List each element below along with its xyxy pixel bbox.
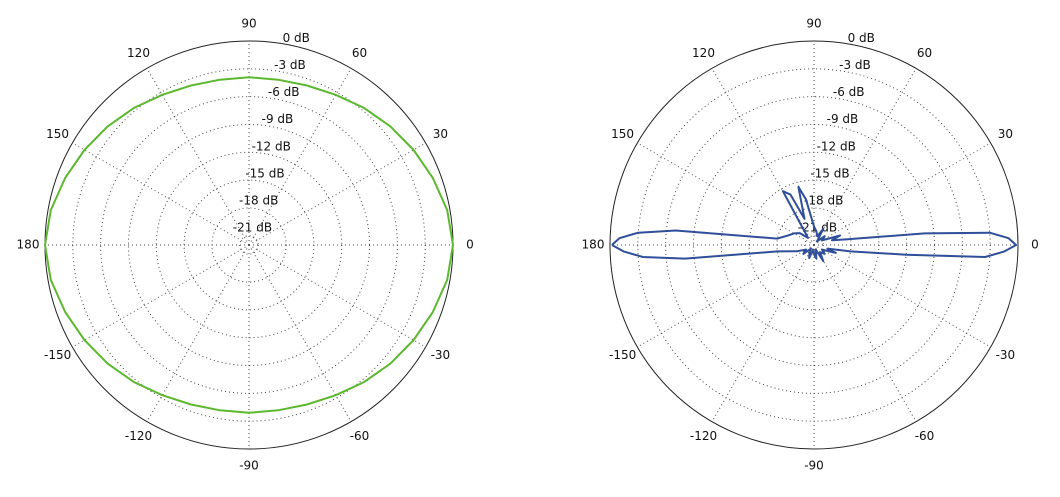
angle-tick-label: -120 (125, 429, 152, 443)
angle-tick-label: -60 (350, 429, 370, 443)
radial-grid-ring (748, 179, 880, 311)
radial-tick-label: -12 dB (817, 139, 856, 153)
angle-grid-line (72, 142, 250, 246)
radial-tick-label: -6 dB (268, 85, 300, 99)
angle-tick-label: 30 (433, 127, 448, 141)
angle-tick-label: 0 (466, 238, 474, 252)
angle-grid-line (637, 244, 815, 348)
radial-tick-label: -9 dB (827, 112, 859, 126)
angle-tick-label: 30 (998, 127, 1013, 141)
radial-grid-ring (127, 123, 371, 367)
radial-tick-label: 0 dB (283, 31, 310, 45)
angle-tick-label: 60 (917, 46, 932, 60)
radial-grid-ring (72, 68, 426, 422)
radial-tick-label: -12 dB (252, 139, 291, 153)
radial-tick-label: -21 dB (798, 221, 837, 235)
angle-tick-label: 120 (127, 46, 150, 60)
radial-tick-label: -9 dB (262, 112, 294, 126)
radial-grid-ring (637, 68, 991, 422)
radial-grid-ring (720, 151, 908, 339)
radial-tick-label: -18 dB (804, 194, 843, 208)
angle-tick-label: -150 (44, 348, 71, 362)
radial-tick-label: -15 dB (245, 166, 284, 180)
outer-ring (609, 40, 1019, 450)
angle-grid-line (813, 68, 917, 246)
radial-tick-label: -21 dB (233, 221, 272, 235)
angle-grid-line (813, 244, 991, 348)
angle-tick-label: -30 (431, 348, 451, 362)
radial-tick-label: -18 dB (239, 194, 278, 208)
angle-grid-line (813, 244, 917, 422)
radial-grid-ring (211, 207, 287, 283)
angle-tick-label: 180 (17, 238, 40, 252)
radial-tick-label: -6 dB (833, 85, 865, 99)
radial-grid-ring (239, 235, 259, 255)
pattern-line (611, 185, 1018, 263)
angle-tick-label: -90 (804, 459, 824, 473)
angle-grid-line (248, 244, 426, 348)
angle-grid-line (711, 244, 815, 422)
angle-tick-label: 90 (241, 17, 256, 31)
radial-grid-ring (776, 207, 852, 283)
radial-grid-ring (804, 235, 824, 255)
angle-tick-label: 60 (352, 46, 367, 60)
angle-tick-label: -150 (609, 348, 636, 362)
angle-tick-label: 90 (806, 17, 821, 31)
radial-tick-label: -3 dB (839, 58, 871, 72)
angle-tick-label: -30 (996, 348, 1016, 362)
angle-tick-label: 180 (582, 238, 605, 252)
pattern-line (44, 76, 454, 414)
radial-grid-ring (183, 179, 315, 311)
angle-tick-label: 150 (611, 127, 634, 141)
angle-tick-label: 0 (1031, 238, 1039, 252)
angle-tick-label: 150 (46, 127, 69, 141)
radial-grid-ring (692, 123, 936, 367)
radial-grid-ring (100, 96, 398, 394)
angle-tick-label: -120 (690, 429, 717, 443)
angle-tick-label: -90 (239, 459, 259, 473)
angle-grid-line (72, 244, 250, 348)
radial-tick-label: 0 dB (848, 31, 875, 45)
radial-grid-ring (155, 151, 343, 339)
radial-tick-label: -15 dB (810, 166, 849, 180)
radial-grid-ring (665, 96, 963, 394)
angle-tick-label: -60 (915, 429, 935, 443)
angle-tick-label: 120 (692, 46, 715, 60)
radial-tick-label: -3 dB (274, 58, 306, 72)
